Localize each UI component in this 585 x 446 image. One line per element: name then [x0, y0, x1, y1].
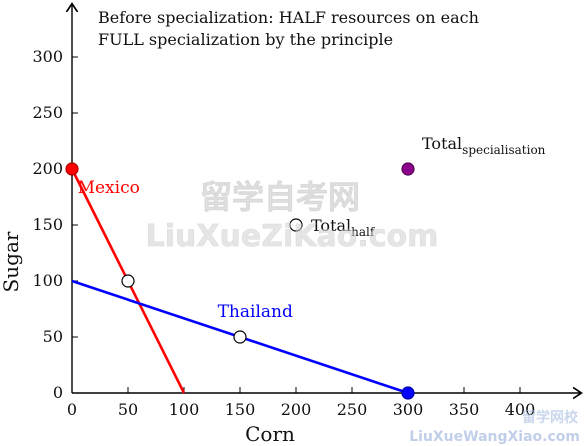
- point-label-subscript: specialisation: [462, 143, 546, 157]
- y-ticks: 0 50 100 150 200 250 300: [32, 47, 78, 402]
- data-point: [401, 162, 415, 176]
- data-point: [233, 330, 247, 344]
- series-label-thailand: Thailand: [218, 302, 293, 322]
- x-axis-label: Corn: [245, 422, 295, 446]
- x-tick-label: 150: [225, 400, 256, 419]
- y-tick-label: 250: [32, 103, 63, 122]
- y-tick-label: 150: [32, 215, 63, 234]
- point-label-subscript: half: [351, 225, 376, 239]
- point-label: Totalhalf: [311, 216, 376, 239]
- point-label: Totalspecialisation: [422, 134, 546, 157]
- y-tick-label: 200: [32, 159, 63, 178]
- watermark-corner-cn: 留学网校: [522, 409, 579, 426]
- note-line-1: Before specialization: HALF resources on…: [98, 8, 479, 27]
- point-label-base: Total: [311, 216, 351, 235]
- x-tick-label: 100: [169, 400, 200, 419]
- watermark-cn: 留学自考网: [200, 178, 360, 216]
- x-tick-label: 200: [281, 400, 312, 419]
- y-tick-label: 300: [32, 47, 63, 66]
- watermark: 留学自考网 LiuXueZiKao.com 留学网校 LiuXueWangXia…: [145, 178, 580, 445]
- y-tick-label: 0: [53, 383, 63, 402]
- data-point: [121, 274, 135, 288]
- x-tick-label: 50: [118, 400, 138, 419]
- x-tick-label: 350: [449, 400, 480, 419]
- data-point: [289, 218, 303, 232]
- series-labels: Mexico Thailand: [78, 178, 293, 322]
- y-tick-label: 100: [32, 271, 63, 290]
- data-point: [401, 386, 415, 400]
- x-ticks: 0 50 100 150 200 250 300 350 400: [67, 387, 535, 419]
- y-axis-label: Sugar: [0, 231, 23, 292]
- y-tick-label: 50: [43, 327, 63, 346]
- watermark-en: LiuXueZiKao.com: [146, 219, 439, 254]
- x-tick-label: 400: [505, 400, 536, 419]
- x-tick-label: 250: [337, 400, 368, 419]
- series-label-mexico: Mexico: [78, 178, 140, 198]
- point-label-base: Total: [422, 134, 462, 153]
- data-point: [65, 162, 79, 176]
- x-tick-label: 300: [393, 400, 424, 419]
- markers: [65, 162, 415, 400]
- note-line-2: FULL specialization by the principle: [98, 30, 393, 49]
- x-tick-label: 0: [67, 400, 77, 419]
- watermark-corner-en: LiuXueWangXiao.com: [409, 429, 580, 445]
